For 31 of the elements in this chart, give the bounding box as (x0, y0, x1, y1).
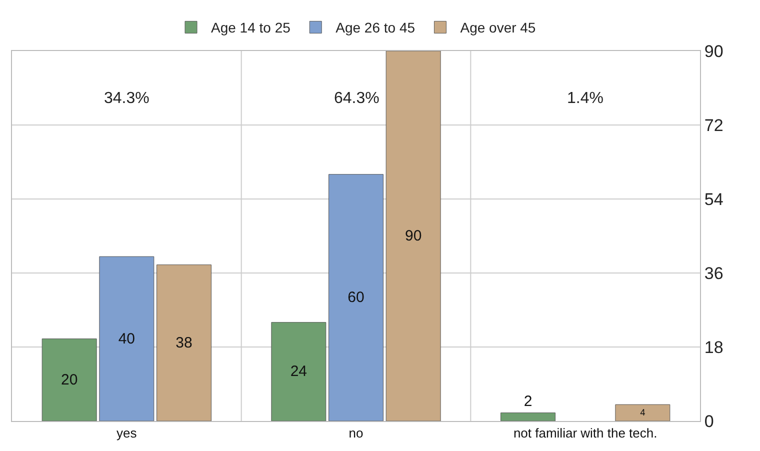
data-label: 60 (348, 289, 364, 306)
bar (386, 51, 441, 421)
bar (500, 412, 556, 421)
y-tick-label: 90 (704, 42, 724, 61)
data-label: 90 (404, 228, 422, 244)
y-tick-label: 72 (704, 116, 724, 135)
annotation: 1.4% (567, 90, 604, 107)
x-tick-label: no (348, 426, 364, 441)
legend-label: Age over 45 (460, 20, 536, 36)
bar (328, 174, 384, 421)
bar (42, 338, 97, 421)
data-label: 2 (524, 392, 532, 410)
bar (99, 256, 154, 421)
bar (156, 264, 212, 421)
y-tick-label: 0 (704, 412, 714, 431)
annotation: 64.3% (334, 90, 380, 107)
bar (615, 404, 670, 421)
data-label: 4 (640, 408, 646, 418)
annotation: 34.3% (104, 90, 150, 107)
data-label: 40 (118, 330, 136, 348)
x-tick-label: not familiar with the tech. (513, 426, 658, 441)
data-label: 24 (290, 363, 308, 380)
legend-label: Age 26 to 45 (336, 20, 416, 36)
x-tick-label: yes (116, 426, 138, 441)
y-tick-label: 18 (704, 338, 724, 357)
data-label: 38 (176, 334, 192, 352)
legend-label: Age 14 to 25 (211, 20, 291, 36)
data-label: 20 (60, 371, 78, 388)
y-tick-label: 36 (704, 264, 724, 283)
bar (271, 322, 326, 421)
y-tick-label: 54 (704, 190, 724, 209)
